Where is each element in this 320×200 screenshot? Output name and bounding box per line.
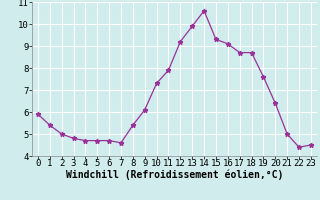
X-axis label: Windchill (Refroidissement éolien,°C): Windchill (Refroidissement éolien,°C) [66, 170, 283, 180]
